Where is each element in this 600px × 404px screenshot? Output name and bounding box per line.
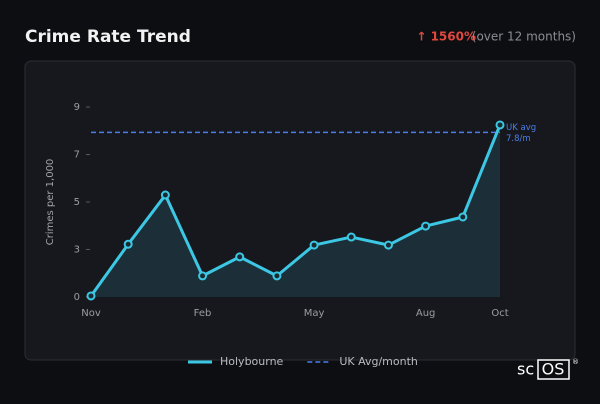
- brand-box: [537, 359, 570, 380]
- x-tick-label: Oct: [491, 308, 508, 319]
- chart-title: Crime Rate Trend: [25, 27, 191, 47]
- point: [346, 232, 356, 242]
- brand-boxed-text: OS: [542, 360, 565, 379]
- y-axis-label: Crimes per 1,000: [45, 159, 56, 246]
- y-tick-label: 7: [74, 150, 80, 161]
- point: [272, 271, 282, 281]
- reference-label: UK avg: [506, 123, 536, 133]
- reference-label: 7.8/m: [506, 134, 531, 144]
- point: [421, 221, 431, 231]
- change-value: ↑ 1560%: [416, 30, 476, 44]
- point: [160, 190, 170, 200]
- y-tick-label: 0: [74, 292, 80, 303]
- area: [91, 124, 500, 297]
- point: [123, 239, 133, 249]
- line: [89, 124, 502, 297]
- y-tick-label: 5: [74, 197, 80, 208]
- point: [86, 291, 96, 301]
- brand-text: sc: [517, 360, 534, 379]
- point: [235, 252, 245, 262]
- point: [198, 271, 208, 281]
- x-tick-label: May: [304, 308, 325, 319]
- point: [309, 240, 319, 250]
- y-tick-label: 3: [74, 245, 80, 256]
- chart-card: [24, 60, 576, 361]
- point: [383, 240, 393, 250]
- y-tick-label: 9: [74, 102, 80, 113]
- point: [458, 212, 468, 222]
- legend-label: Holybourne: [220, 355, 284, 368]
- x-tick-label: Nov: [81, 308, 101, 319]
- branding: sc OS ®: [517, 358, 579, 380]
- x-tick-label: Feb: [194, 308, 212, 319]
- legend-label: UK Avg/month: [339, 355, 418, 368]
- x-tick-label: Aug: [416, 308, 436, 319]
- change-note: (over 12 months): [472, 30, 576, 44]
- brand-mark: ®: [572, 358, 579, 366]
- point: [495, 120, 505, 130]
